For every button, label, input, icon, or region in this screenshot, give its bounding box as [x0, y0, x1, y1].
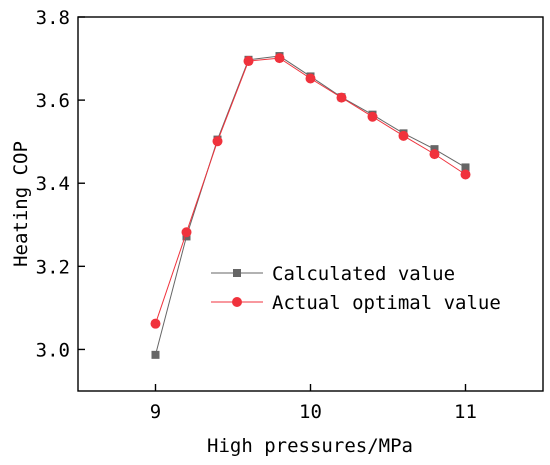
- data-point-circle: [429, 149, 440, 160]
- x-tick-label: 11: [454, 401, 477, 423]
- axis-ticks: 9 10 11 3.0 3.2 3.4 3.6 3.8: [36, 7, 477, 423]
- legend-label: Actual optimal value: [272, 292, 501, 314]
- legend-item: Calculated value: [211, 263, 455, 285]
- data-point-circle: [367, 111, 378, 122]
- y-tick-label: 3.4: [36, 173, 70, 195]
- data-point-square: [461, 163, 470, 172]
- series-actual-optimal: [150, 53, 471, 329]
- data-point-circle: [305, 73, 316, 84]
- legend-label: Calculated value: [272, 263, 455, 285]
- data-point-circle: [212, 136, 223, 147]
- data-point-circle: [150, 318, 161, 329]
- y-tick-label: 3.6: [36, 90, 70, 112]
- x-tick-label: 9: [150, 401, 161, 423]
- x-tick-label: 10: [299, 401, 322, 423]
- y-tick-label: 3.8: [36, 7, 70, 29]
- data-point-circle: [274, 53, 285, 64]
- legend-marker-square: [233, 269, 241, 277]
- y-axis-title: Heating COP: [10, 141, 32, 267]
- y-tick-label: 3.2: [36, 256, 70, 278]
- x-axis-title: High pressures/MPa: [207, 435, 413, 457]
- y-tick-label: 3.0: [36, 339, 70, 361]
- data-point-circle: [398, 130, 409, 141]
- series-group: [150, 52, 471, 359]
- legend: Calculated value Actual optimal value: [211, 263, 501, 314]
- data-point-square: [151, 350, 160, 359]
- legend-marker-circle: [232, 297, 242, 307]
- data-point-circle: [181, 227, 192, 238]
- data-point-circle: [243, 56, 254, 67]
- data-point-circle: [336, 92, 347, 103]
- data-point-circle: [460, 169, 471, 180]
- legend-item: Actual optimal value: [211, 292, 501, 314]
